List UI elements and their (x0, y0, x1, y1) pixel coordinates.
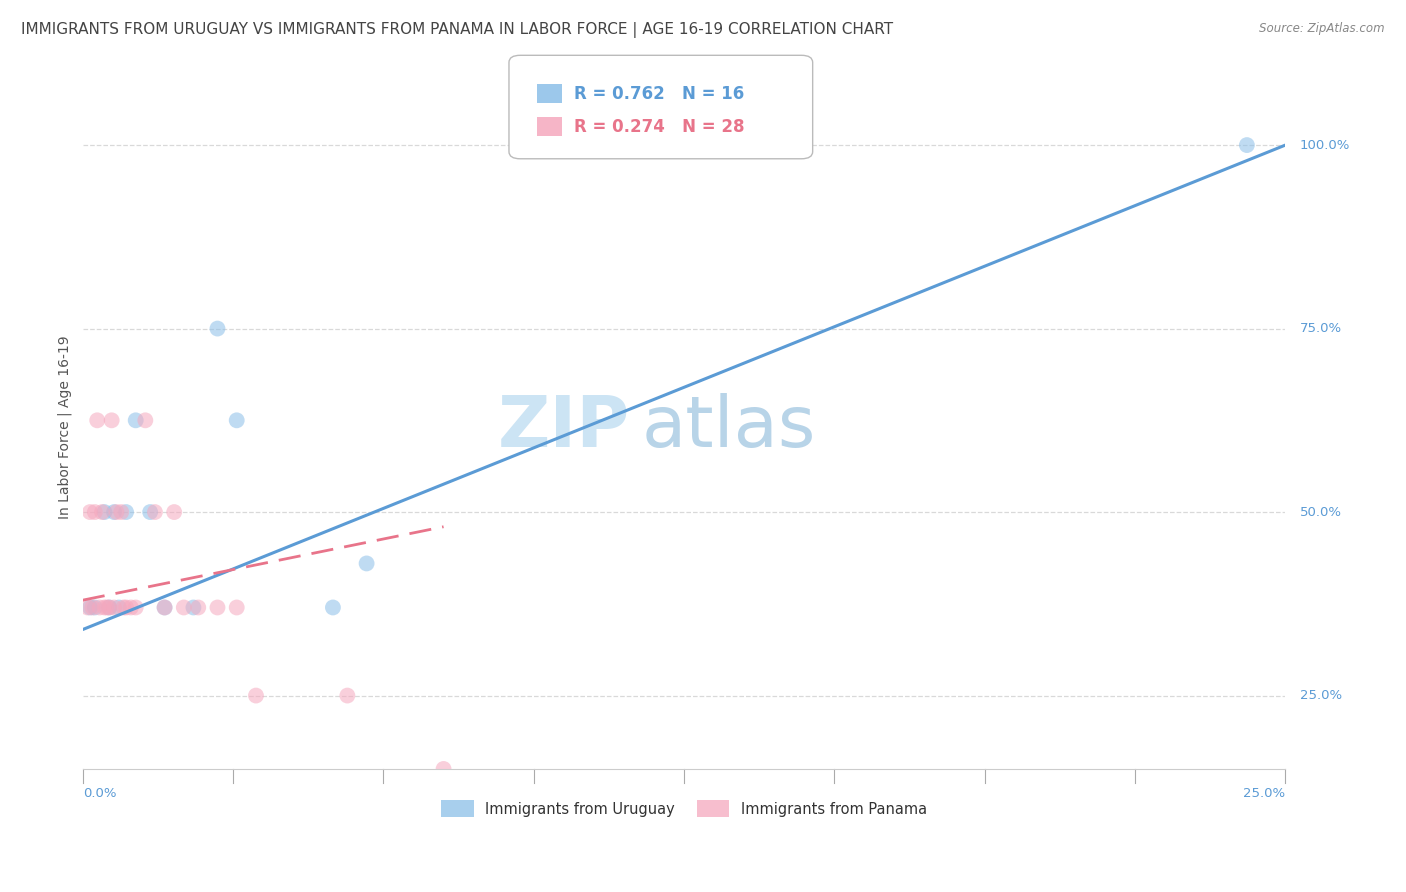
Point (245, 689, 267, 703)
Point (79, 505, 101, 519)
Text: Source: ZipAtlas.com: Source: ZipAtlas.com (1260, 22, 1385, 36)
Point (134, 413, 156, 427)
Point (274, 798, 297, 813)
Text: atlas: atlas (643, 393, 817, 462)
Point (173, 600, 195, 615)
Point (105, 505, 128, 519)
Point (89, 600, 111, 615)
Point (143, 505, 166, 519)
Point (93, 505, 115, 519)
Point (115, 505, 138, 519)
Point (125, 413, 148, 427)
Point (207, 600, 229, 615)
Point (336, 689, 359, 703)
Text: IMMIGRANTS FROM URUGUAY VS IMMIGRANTS FROM PANAMA IN LABOR FORCE | AGE 16-19 COR: IMMIGRANTS FROM URUGUAY VS IMMIGRANTS FR… (21, 22, 893, 38)
Text: 25.0%: 25.0% (1299, 689, 1341, 702)
Point (225, 600, 247, 615)
Point (356, 557, 378, 571)
Point (103, 600, 125, 615)
Point (153, 600, 176, 615)
Point (110, 505, 132, 519)
Point (125, 600, 148, 615)
Text: ZIP: ZIP (498, 393, 630, 462)
Text: 25.0%: 25.0% (1243, 788, 1285, 800)
Point (76, 600, 98, 615)
Point (86, 413, 108, 427)
Point (100, 413, 122, 427)
Text: 75.0%: 75.0% (1299, 322, 1341, 335)
Text: 50.0%: 50.0% (1299, 506, 1341, 518)
Point (183, 600, 205, 615)
Point (1236, 138, 1258, 153)
Point (139, 505, 162, 519)
Point (83, 505, 105, 519)
Point (98, 600, 121, 615)
Text: 0.0%: 0.0% (83, 788, 117, 800)
Point (322, 600, 344, 615)
Point (79, 600, 101, 615)
Y-axis label: In Labor Force | Age 16-19: In Labor Force | Age 16-19 (58, 336, 72, 519)
Point (120, 600, 142, 615)
Point (207, 321, 229, 335)
Point (93, 600, 115, 615)
Text: R = 0.274   N = 28: R = 0.274 N = 28 (574, 118, 744, 136)
Point (163, 505, 186, 519)
Point (91, 505, 114, 519)
Point (112, 600, 135, 615)
Legend: Immigrants from Uruguay, Immigrants from Panama: Immigrants from Uruguay, Immigrants from… (436, 795, 932, 823)
Point (96, 600, 118, 615)
Text: 100.0%: 100.0% (1299, 138, 1350, 152)
Point (432, 762, 454, 776)
Point (108, 600, 131, 615)
Point (103, 505, 125, 519)
Text: R = 0.762   N = 16: R = 0.762 N = 16 (574, 85, 744, 103)
Point (153, 600, 176, 615)
Point (98, 600, 121, 615)
Point (82, 600, 104, 615)
Point (187, 600, 209, 615)
Point (115, 600, 138, 615)
Point (83, 600, 105, 615)
Point (225, 413, 247, 427)
